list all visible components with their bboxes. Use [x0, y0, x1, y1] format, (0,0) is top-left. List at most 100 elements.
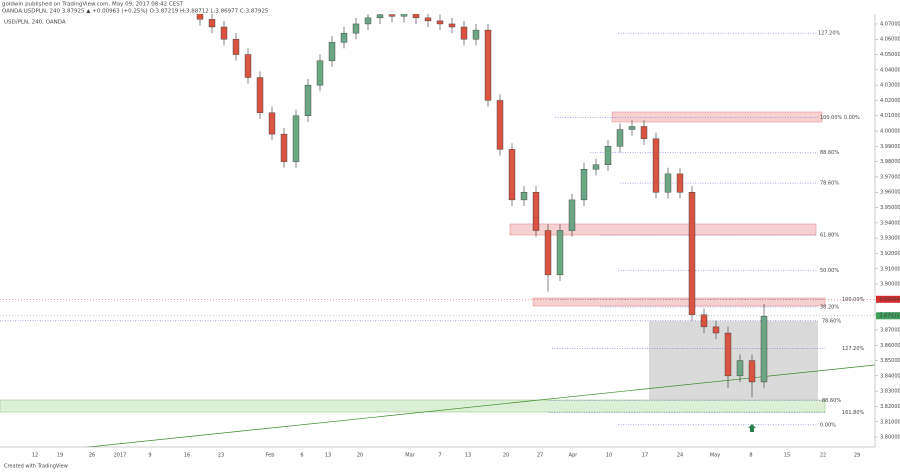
x-tick-label: 7 [438, 453, 441, 459]
y-tick-label: 4.04000 [880, 67, 900, 73]
candle-body [460, 26, 468, 40]
x-tick-label: Feb [266, 453, 275, 459]
alert-price-label: 3.89004 [879, 297, 900, 303]
fib-label: 100.00% [842, 297, 864, 303]
y-tick-label: 3.83000 [880, 389, 900, 395]
candle-body [244, 54, 252, 78]
fib-label: 88.60% [822, 398, 841, 404]
x-tick-label: Apr [569, 453, 579, 459]
candle-body [748, 360, 756, 383]
candle-body [448, 23, 456, 28]
fib-label: 50.00% [820, 268, 839, 274]
fib-label: 127.20% [842, 346, 864, 352]
x-tick-label: 2017 [114, 453, 127, 459]
x-tick-label: Mar [405, 453, 415, 459]
candle-body [736, 360, 744, 377]
y-tick-label: 3.93000 [880, 236, 900, 242]
candle-body [664, 173, 672, 193]
x-tick-label: 17 [642, 453, 648, 459]
y-tick-label: 3.86000 [880, 343, 900, 349]
x-tick-label: 20 [357, 453, 363, 459]
candle-body [436, 20, 444, 25]
support-zone [0, 399, 826, 413]
symbol-line: OANDA:USDPLN, 240 3.87925 ▲ +0.00963 (+0… [2, 9, 269, 15]
x-tick-label: 13 [465, 453, 471, 459]
y-tick-label: 3.91000 [880, 266, 900, 272]
y-tick-label: 3.87000 [880, 327, 900, 333]
x-tick-label: 24 [677, 453, 683, 459]
x-tick-label: 27 [537, 453, 543, 459]
candle-body [592, 164, 600, 170]
candle-body [340, 32, 348, 43]
candle-body [232, 39, 240, 55]
candle-body [388, 14, 396, 17]
candle-body [424, 17, 432, 22]
y-tick-label: 3.97000 [880, 174, 900, 180]
footer: Created with TradingView [4, 464, 68, 470]
candle-body [256, 77, 264, 113]
candle-body [652, 138, 660, 193]
trend-line [85, 364, 875, 447]
candle-body [604, 146, 612, 165]
candle-body [328, 42, 336, 61]
y-tick-label: 3.96000 [880, 190, 900, 196]
y-tick-label: 4.07000 [880, 21, 900, 27]
x-tick-label: 10 [606, 453, 612, 459]
y-tick-label: 4.03000 [880, 83, 900, 89]
x-tick-label: 8 [749, 453, 752, 459]
alert-price-tag [876, 295, 900, 303]
y-tick-label: 4.06000 [880, 37, 900, 43]
last-price-label: 3.87925 [879, 313, 900, 319]
candle-body [208, 19, 216, 28]
x-tick-label: 13 [325, 453, 331, 459]
candle-body [220, 26, 228, 40]
fib-label: 127.20% [818, 31, 840, 37]
candle-body [196, 14, 204, 20]
x-tick-label: 22 [820, 453, 826, 459]
x-tick-label: 29 [854, 453, 860, 459]
resistance-zone [611, 111, 823, 123]
y-tick-label: 4.02000 [880, 98, 900, 104]
fib-label: 100.00% 0.00% [820, 115, 860, 121]
candle-body [568, 199, 576, 231]
y-tick-label: 4.05000 [880, 52, 900, 58]
fib-label: 88.60% [820, 150, 839, 156]
y-tick-label: 3.84000 [880, 373, 900, 379]
candle-body [400, 14, 408, 17]
y-tick-label: 3.95000 [880, 205, 900, 211]
candle-body [676, 173, 684, 193]
y-tick-label: 3.90000 [880, 282, 900, 288]
x-tick-label: 26 [89, 453, 95, 459]
candle-body [532, 192, 540, 231]
x-tick-label: 23 [218, 453, 224, 459]
candle-body [520, 192, 528, 201]
candle-body [352, 23, 360, 34]
x-tick-label: 6 [300, 453, 303, 459]
candle-body [364, 17, 372, 25]
y-tick-label: 3.99000 [880, 144, 900, 150]
x-tick-label: May [710, 453, 720, 459]
last-price-tag [876, 312, 900, 320]
candle-body [292, 115, 300, 162]
fib-label: 78.60% [822, 318, 841, 324]
resistance-zone [532, 297, 826, 307]
candle-body [544, 230, 552, 276]
y-tick-label: 3.82000 [880, 404, 900, 410]
candle-body [688, 192, 696, 315]
y-tick-label: 3.98000 [880, 159, 900, 165]
candles [196, 14, 768, 398]
x-tick-label: 20 [503, 453, 509, 459]
candle-body [724, 332, 732, 377]
y-tick-label: 4.00000 [880, 129, 900, 135]
fib-label: 78.60% [820, 181, 839, 187]
candle-body [700, 314, 708, 328]
plot-area: 127.20% 100.00% 0.00% 88.60% 78.60% 61.80% 50… [0, 14, 875, 447]
fib-label: 38.20% [820, 305, 839, 311]
x-tick-label: 16 [184, 453, 190, 459]
candle-body [760, 315, 768, 383]
fib-label: 61.80% [820, 233, 839, 239]
candle-body [508, 149, 516, 201]
y-tick-label: 3.80000 [880, 435, 900, 441]
candle-body [580, 169, 588, 201]
y-tick-label: 4.01000 [880, 113, 900, 119]
